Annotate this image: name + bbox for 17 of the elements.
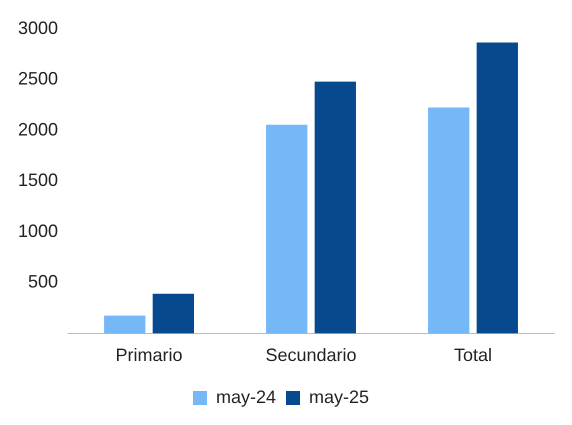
legend-label: may-25	[309, 386, 370, 407]
y-tick-label: 2500	[18, 68, 58, 89]
x-tick-label: Total	[454, 345, 492, 366]
bar	[104, 316, 146, 334]
bar	[314, 82, 356, 334]
bar	[152, 294, 194, 334]
bar	[266, 124, 308, 334]
x-tick-label: Secundario	[265, 345, 357, 366]
y-tick-label: 1500	[18, 170, 58, 190]
bar	[428, 107, 470, 334]
y-tick-label: 2000	[18, 119, 58, 140]
y-tick-label: 3000	[18, 18, 58, 38]
y-tick-label: 1000	[18, 220, 58, 241]
y-tick-label: 500	[28, 272, 58, 292]
bar	[476, 42, 518, 334]
x-tick-label: Primario	[116, 345, 183, 366]
legend-label: may-24	[216, 386, 276, 407]
